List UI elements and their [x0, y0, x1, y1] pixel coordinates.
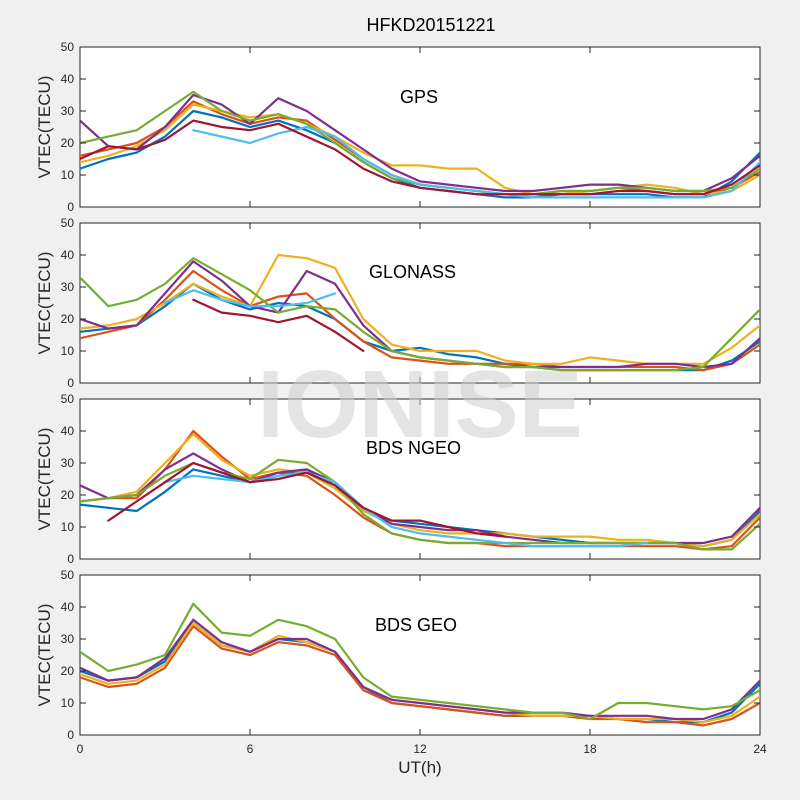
y-tick-label: 30	[61, 280, 75, 294]
series-group	[80, 90, 760, 199]
y-tick-label: 50	[61, 40, 75, 54]
y-tick-label: 30	[61, 456, 75, 470]
y-tick-label: 40	[61, 424, 75, 438]
series-line-maroon	[192, 298, 365, 353]
x-tick-label: 6	[247, 742, 254, 756]
series-line-maroon	[107, 461, 507, 538]
panel-title: BDS GEO	[375, 615, 457, 635]
series-line-cyan	[163, 289, 337, 308]
panel-4: 0 10 20 30 40 50 0 6 12 18 24 VTEC(TECU) BDS GEO UT(h…	[35, 568, 767, 777]
plot-area	[79, 574, 761, 736]
y-tick-label: 50	[61, 392, 75, 406]
series-line-orange	[80, 625, 760, 727]
y-tick-label: 0	[67, 200, 74, 214]
y-tick-label: 30	[61, 632, 75, 646]
y-tick-label: 50	[61, 216, 75, 230]
panel-title: BDS NGEO	[366, 438, 461, 458]
y-axis-label: VTEC(TECU)	[35, 428, 54, 531]
y-tick-label: 10	[61, 520, 75, 534]
series-line-green	[80, 257, 760, 372]
y-tick-label: 10	[61, 344, 75, 358]
series-line-yellow	[80, 433, 760, 548]
series-line-orange	[80, 269, 760, 372]
series-line-purple	[80, 618, 760, 721]
series-group	[80, 253, 760, 372]
series-line-yellow	[80, 103, 760, 196]
y-tick-label: 10	[61, 168, 75, 182]
y-axis-label: VTEC(TECU)	[35, 604, 54, 707]
series-group	[80, 429, 760, 551]
series-group	[80, 602, 760, 727]
y-tick-label: 40	[61, 248, 75, 262]
panel-3: 0 10 20 30 40 50 VTEC(TECU) BDS NGEO	[35, 392, 761, 566]
y-tick-label: 0	[67, 552, 74, 566]
x-tick-label: 18	[583, 742, 597, 756]
panel-title: GLONASS	[369, 262, 456, 282]
y-tick-label: 40	[61, 600, 75, 614]
y-tick-label: 0	[67, 376, 74, 390]
y-tick-label: 40	[61, 72, 75, 86]
y-axis-label: VTEC(TECU)	[35, 252, 54, 355]
y-tick-label: 10	[61, 696, 75, 710]
panel-1: 0 10 20 30 40 50 VTEC(TECU) GPS	[35, 40, 761, 214]
figure-title: HFKD20151221	[366, 15, 495, 35]
y-tick-label: 0	[67, 728, 74, 742]
x-tick-label: 0	[77, 742, 84, 756]
series-line-maroon	[80, 119, 760, 196]
x-axis-label: UT(h)	[398, 758, 441, 777]
y-tick-label: 20	[61, 664, 75, 678]
x-tick-label: 24	[753, 742, 767, 756]
x-tick-label: 12	[413, 742, 427, 756]
panel-2: 0 10 20 30 40 50 VTEC(TECU) GLONASS	[35, 216, 761, 390]
panel-title: GPS	[400, 87, 438, 107]
series-line-cyan	[192, 125, 760, 199]
watermark-text: IONISE	[257, 351, 582, 458]
y-axis-label: VTEC(TECU)	[35, 76, 54, 179]
y-tick-label: 20	[61, 136, 75, 150]
y-tick-label: 20	[61, 488, 75, 502]
y-tick-label: 20	[61, 312, 75, 326]
series-line-green	[80, 602, 760, 721]
y-tick-label: 30	[61, 104, 75, 118]
y-tick-label: 50	[61, 568, 75, 582]
